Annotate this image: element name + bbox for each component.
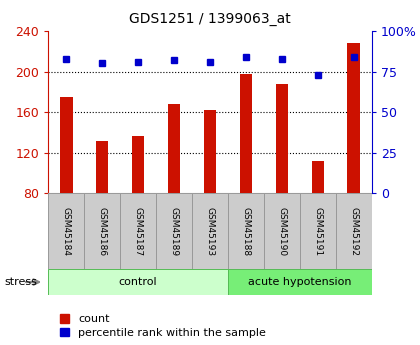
Text: GSM45184: GSM45184 (62, 207, 71, 256)
Bar (336, 193, 372, 269)
Text: GSM45186: GSM45186 (98, 207, 107, 256)
Text: GDS1251 / 1399063_at: GDS1251 / 1399063_at (129, 12, 291, 26)
Bar (156, 193, 192, 269)
Text: acute hypotension: acute hypotension (248, 277, 352, 287)
Bar (48, 269, 228, 295)
Text: GSM45191: GSM45191 (313, 207, 322, 256)
Bar (48, 193, 84, 269)
Bar (192, 193, 228, 269)
Bar (228, 193, 264, 269)
Bar (276, 84, 288, 193)
Legend: count, percentile rank within the sample: count, percentile rank within the sample (60, 314, 266, 338)
Bar (300, 193, 336, 269)
Bar (204, 110, 216, 193)
Text: GSM45190: GSM45190 (277, 207, 286, 256)
Bar (168, 104, 180, 193)
Text: GSM45188: GSM45188 (241, 207, 250, 256)
Bar (240, 73, 252, 193)
Bar (60, 97, 73, 193)
Bar (264, 193, 300, 269)
Bar (347, 43, 360, 193)
Bar (84, 193, 120, 269)
Bar (120, 193, 156, 269)
Text: GSM45192: GSM45192 (349, 207, 358, 256)
Text: GSM45187: GSM45187 (134, 207, 143, 256)
Bar (96, 140, 108, 193)
Bar (132, 136, 144, 193)
Text: GSM45189: GSM45189 (170, 207, 178, 256)
Bar (228, 269, 372, 295)
Text: stress: stress (4, 277, 37, 287)
Text: GSM45193: GSM45193 (205, 207, 215, 256)
Text: control: control (119, 277, 158, 287)
Bar (312, 161, 324, 193)
